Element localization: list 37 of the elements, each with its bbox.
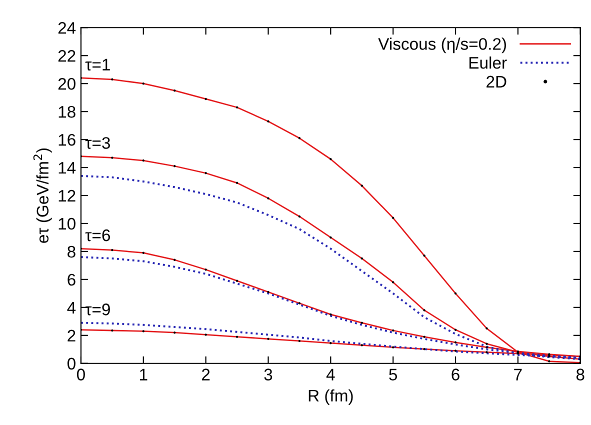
point (392, 329, 394, 332)
x-tick-label: 7 (514, 368, 522, 380)
x-tick-label: 0 (76, 368, 85, 380)
legend-label: Euler (469, 56, 507, 69)
x-tick-label: 4 (326, 368, 335, 380)
point (454, 292, 457, 295)
y-tick-label: 20 (58, 78, 76, 90)
point (516, 352, 520, 355)
annotation: τ=1 (85, 58, 110, 71)
y-tick-label: 18 (58, 106, 76, 118)
y-tick-label: 0 (67, 358, 76, 370)
annotation: τ=6 (85, 229, 110, 242)
y-tick-label: 14 (58, 162, 76, 174)
y-tick-label: 10 (58, 218, 76, 230)
x-tick-label: 2 (202, 368, 210, 380)
y-tick-label: 22 (58, 50, 76, 62)
y-tick-label: 4 (67, 302, 76, 314)
x-tick-label: 1 (140, 368, 148, 380)
point (298, 215, 301, 218)
x-tick-label: 8 (576, 368, 584, 380)
legend-label: Viscous (η/s=0.2) (378, 38, 506, 54)
legend-label: 2D (486, 76, 506, 88)
annotation: τ=9 (85, 304, 110, 316)
x-tick-label: 3 (264, 368, 272, 380)
y-tick-label: 2 (68, 330, 76, 342)
y-axis-title: eτ (GeV/fm$^{2}$) (33, 148, 52, 243)
point (298, 340, 301, 342)
annotation: τ=3 (85, 137, 110, 149)
y-tick-label: 16 (58, 134, 76, 146)
y-tick-label: 24 (58, 22, 76, 34)
x-tick-label: 6 (452, 368, 460, 380)
point (236, 182, 238, 184)
x-tick-label: 5 (389, 368, 398, 380)
y-tick-label: 6 (68, 274, 76, 286)
y-tick-label: 12 (58, 190, 76, 202)
y-tick-label: 8 (68, 246, 76, 258)
x-axis-title: R (fm) (308, 389, 353, 405)
